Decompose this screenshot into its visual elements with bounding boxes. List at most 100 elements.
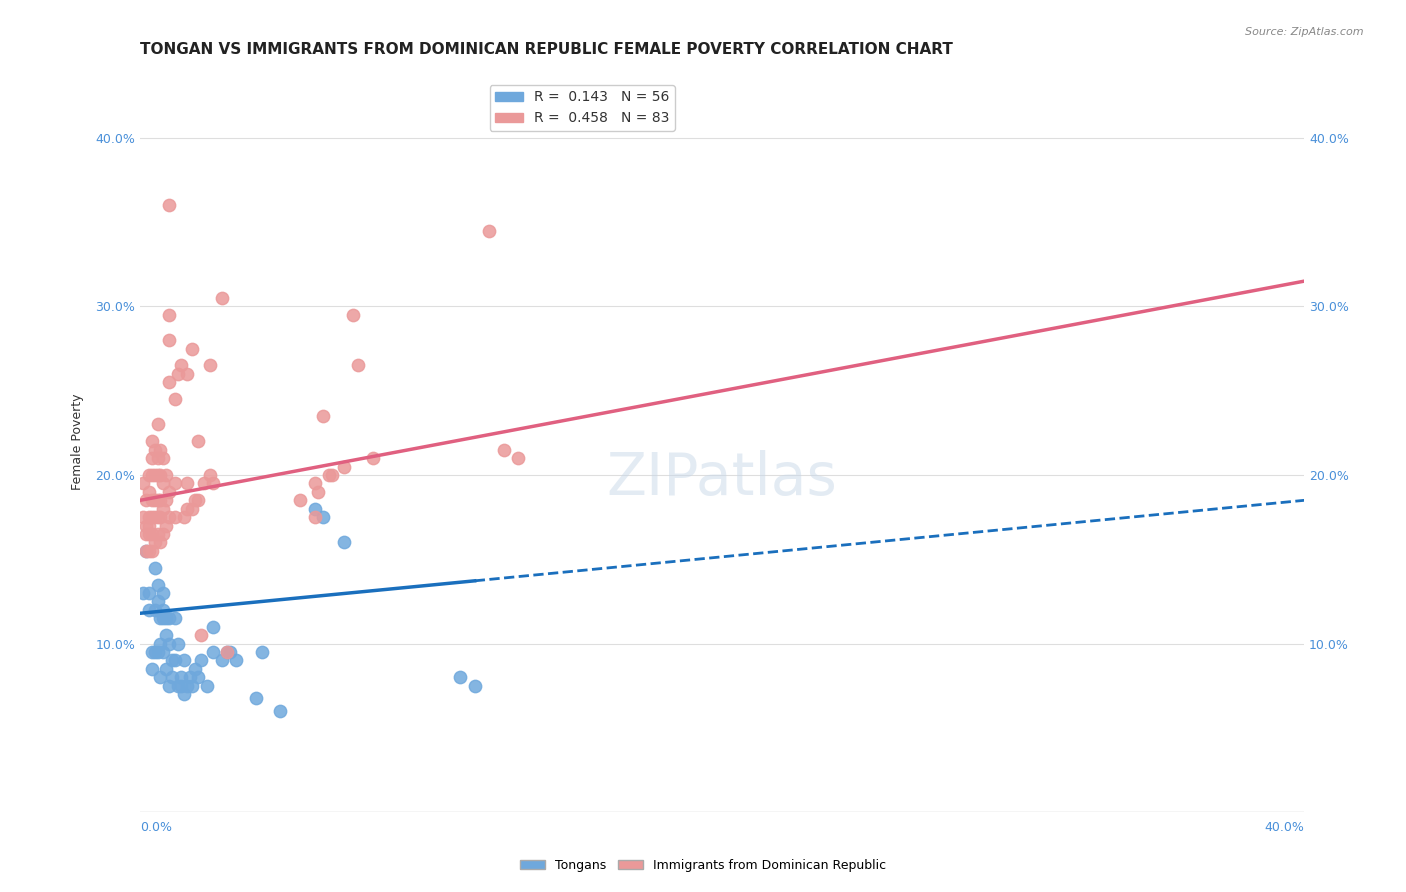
Point (333, 535, 356, 549)
Point (219, 645, 242, 659)
Point (269, 704, 291, 718)
Point (132, 510, 155, 524)
Point (135, 527, 157, 541)
Point (173, 510, 195, 524)
Point (333, 459, 356, 474)
Point (176, 679, 198, 693)
Point (163, 392, 186, 407)
Text: 40.0%: 40.0% (1264, 821, 1305, 834)
Point (252, 645, 274, 659)
Point (312, 409, 335, 423)
Point (146, 451, 169, 466)
Point (138, 510, 160, 524)
Point (157, 376, 180, 390)
Point (149, 611, 172, 625)
Point (449, 670, 471, 684)
Point (160, 670, 183, 684)
Point (170, 679, 193, 693)
Point (143, 535, 166, 549)
Point (170, 670, 193, 684)
Point (342, 308, 364, 322)
Point (318, 468, 340, 483)
Point (146, 594, 169, 608)
Point (211, 653, 233, 667)
Point (146, 493, 169, 508)
Point (304, 510, 326, 524)
Point (176, 476, 198, 491)
Point (193, 476, 215, 491)
Point (152, 603, 174, 617)
Point (155, 493, 177, 508)
Point (312, 510, 335, 524)
Point (184, 662, 207, 676)
Point (149, 493, 172, 508)
Point (187, 670, 209, 684)
Point (141, 662, 163, 676)
Point (163, 653, 186, 667)
Point (181, 501, 204, 516)
Point (167, 367, 190, 381)
Point (176, 367, 198, 381)
Text: ZIPatlas: ZIPatlas (606, 450, 838, 507)
Text: TONGAN VS IMMIGRANTS FROM DOMINICAN REPUBLIC FEMALE POVERTY CORRELATION CHART: TONGAN VS IMMIGRANTS FROM DOMINICAN REPU… (141, 42, 953, 57)
Point (245, 690, 267, 705)
Point (143, 561, 166, 575)
Point (138, 586, 160, 600)
Point (157, 333, 180, 347)
Point (176, 501, 198, 516)
Point (155, 518, 177, 533)
Point (149, 442, 172, 457)
Point (143, 468, 166, 483)
Y-axis label: Female Poverty: Female Poverty (72, 393, 84, 490)
Point (181, 342, 204, 356)
Point (217, 645, 239, 659)
Point (288, 493, 311, 508)
Point (198, 468, 221, 483)
Point (149, 637, 172, 651)
Point (149, 468, 172, 483)
Point (217, 645, 239, 659)
Point (201, 476, 224, 491)
Point (157, 198, 180, 212)
Point (167, 637, 190, 651)
Point (173, 653, 195, 667)
Point (135, 544, 157, 558)
Point (146, 577, 169, 591)
Point (138, 518, 160, 533)
Point (155, 611, 177, 625)
Point (146, 645, 169, 659)
Point (361, 451, 384, 466)
Point (187, 493, 209, 508)
Point (190, 628, 212, 642)
Point (138, 468, 160, 483)
Point (138, 527, 160, 541)
Point (478, 224, 501, 238)
Point (167, 679, 190, 693)
Point (152, 501, 174, 516)
Point (187, 434, 209, 449)
Point (157, 484, 180, 499)
Point (163, 611, 186, 625)
Point (157, 308, 180, 322)
Point (184, 493, 207, 508)
Point (152, 527, 174, 541)
Point (152, 586, 174, 600)
Point (141, 451, 163, 466)
Point (211, 291, 233, 305)
Point (146, 527, 169, 541)
Point (149, 510, 172, 524)
Point (152, 476, 174, 491)
Point (143, 603, 166, 617)
Point (152, 451, 174, 466)
Point (157, 679, 180, 693)
Point (321, 468, 343, 483)
Point (179, 670, 201, 684)
Point (155, 468, 177, 483)
Point (149, 535, 172, 549)
Point (201, 620, 224, 634)
Text: 0.0%: 0.0% (141, 821, 172, 834)
Point (170, 359, 193, 373)
Point (132, 476, 155, 491)
Point (157, 637, 180, 651)
Point (157, 611, 180, 625)
